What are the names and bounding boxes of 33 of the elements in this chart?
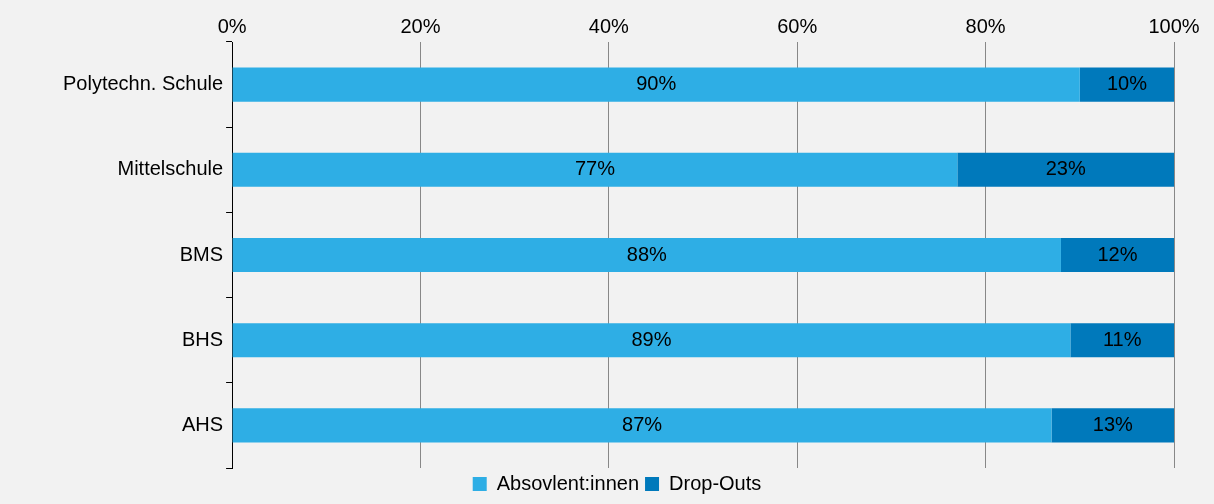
y-tick-label: Mittelschule — [117, 157, 224, 180]
data-label: 88% — [626, 242, 668, 265]
data-label: 10% — [1106, 72, 1148, 95]
data-label: 11% — [1102, 327, 1142, 350]
bar — [232, 408, 1052, 443]
bar — [232, 152, 958, 187]
bar — [1079, 67, 1174, 102]
bar — [232, 67, 1080, 102]
x-tick-label: 60% — [777, 14, 818, 37]
bar — [232, 237, 1061, 273]
data-label: 90% — [636, 72, 677, 95]
bar — [1060, 237, 1174, 273]
data-label: 87% — [622, 412, 663, 435]
legend-label: Absovlent:innen — [496, 471, 640, 494]
y-tick-label: AHS — [181, 412, 224, 435]
data-label: 77% — [574, 157, 616, 180]
x-tick-label: 80% — [965, 14, 1006, 37]
bar — [1051, 408, 1174, 443]
data-label: 12% — [1097, 242, 1138, 265]
bar — [1070, 323, 1174, 358]
y-tick-label: Polytechn. Schule — [62, 72, 224, 95]
legend-label: Drop-Outs — [669, 471, 762, 494]
data-label: 13% — [1092, 412, 1134, 435]
x-tick-label: 20% — [400, 14, 441, 37]
x-tick-label: 100% — [1148, 14, 1200, 37]
x-tick-label: 0% — [217, 14, 247, 37]
y-tick-label: BMS — [179, 242, 224, 265]
y-tick-label: BHS — [181, 327, 224, 350]
data-label: 23% — [1045, 157, 1086, 180]
bar — [957, 152, 1174, 187]
bar — [232, 323, 1071, 358]
data-label: 89% — [631, 327, 672, 350]
x-tick-label: 40% — [588, 14, 630, 37]
